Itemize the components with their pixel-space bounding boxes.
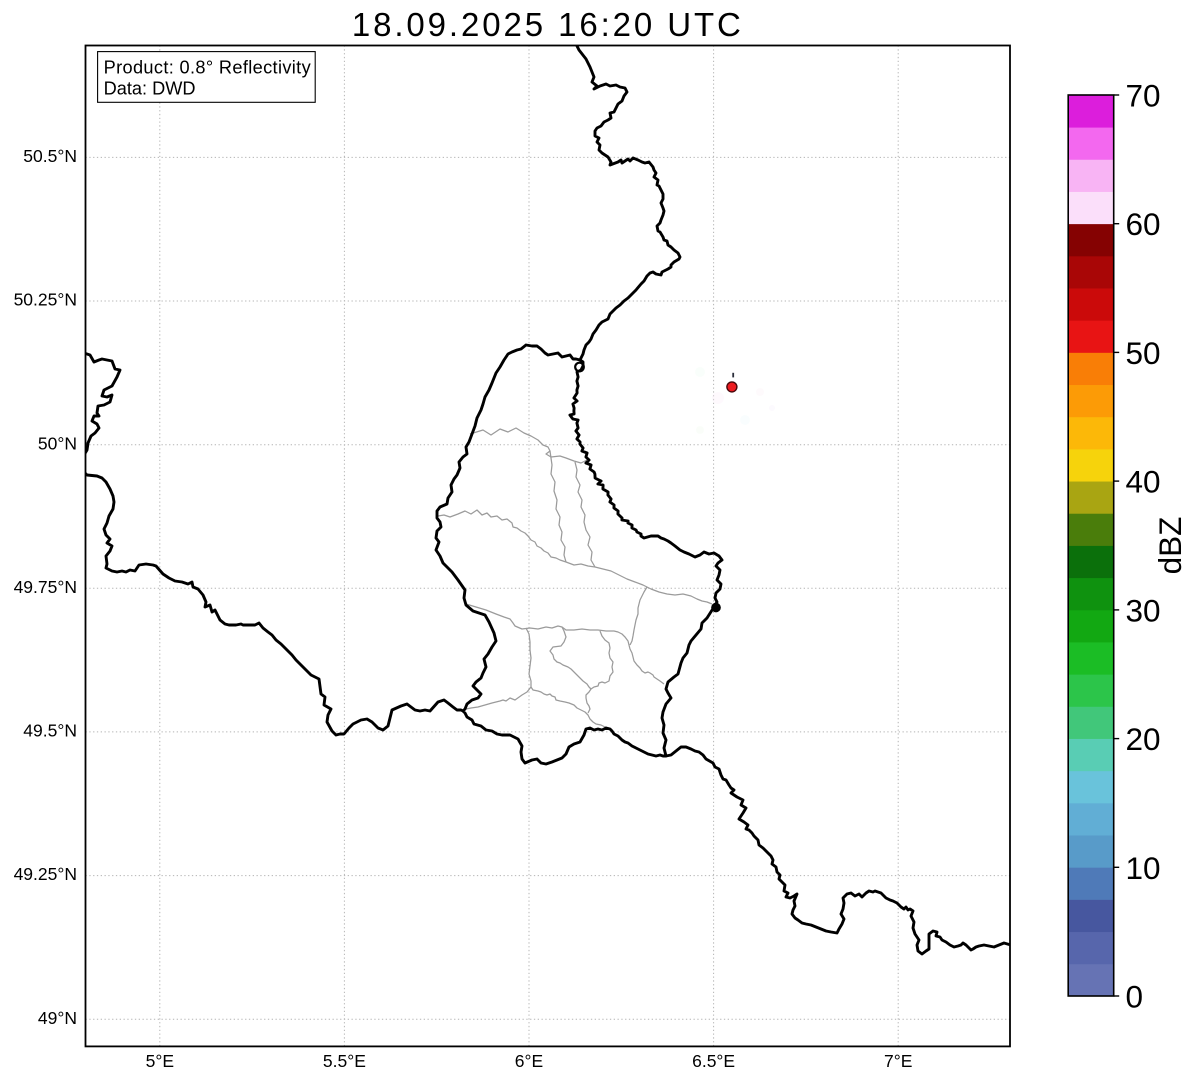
svg-text:6°E: 6°E	[515, 1051, 543, 1071]
svg-text:50°N: 50°N	[38, 433, 77, 453]
svg-text:0: 0	[1126, 979, 1144, 1015]
svg-text:Data: DWD: Data: DWD	[104, 78, 196, 98]
svg-text:50.25°N: 50.25°N	[14, 290, 77, 310]
svg-text:60: 60	[1126, 206, 1161, 242]
svg-text:dBZ: dBZ	[1152, 517, 1188, 575]
svg-text:49.25°N: 49.25°N	[14, 864, 77, 884]
svg-text:49.5°N: 49.5°N	[23, 721, 77, 741]
svg-text:6.5°E: 6.5°E	[692, 1051, 735, 1071]
svg-text:70: 70	[1126, 78, 1161, 114]
svg-text:50: 50	[1126, 335, 1161, 371]
svg-text:10: 10	[1126, 850, 1161, 886]
svg-text:18.09.2025 16:20 UTC: 18.09.2025 16:20 UTC	[352, 6, 744, 43]
svg-text:30: 30	[1126, 592, 1161, 628]
svg-text:5.5°E: 5.5°E	[323, 1051, 366, 1071]
svg-text:49°N: 49°N	[38, 1008, 77, 1028]
svg-text:Product: 0.8° Reflectivity: Product: 0.8° Reflectivity	[104, 58, 312, 78]
svg-text:49.75°N: 49.75°N	[14, 577, 77, 597]
svg-text:20: 20	[1126, 721, 1161, 757]
svg-text:5°E: 5°E	[146, 1051, 174, 1071]
svg-text:7°E: 7°E	[884, 1051, 912, 1071]
svg-text:50.5°N: 50.5°N	[23, 146, 77, 166]
svg-text:40: 40	[1126, 464, 1161, 500]
